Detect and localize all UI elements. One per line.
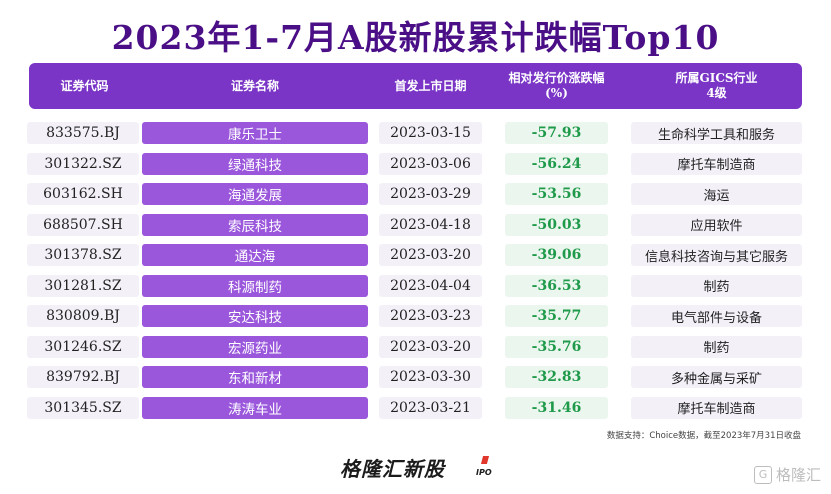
table-row: 301322.SZ 绿通科技 2023-03-06 -56.24 摩托车制造商 (0, 152, 831, 175)
brand-logo: 格隆汇新股 (340, 457, 445, 481)
header-change: 相对发行价涨跌幅 (%) (508, 71, 605, 100)
industry-cell: 应用软件 (631, 213, 802, 236)
change-cell: -36.53 (505, 274, 608, 297)
table-row: 839792.BJ 东和新材 2023-03-30 -32.83 多种金属与采矿 (0, 366, 831, 388)
change-cell: -57.93 (505, 122, 608, 144)
industry-cell: 多种金属与采矿 (631, 366, 802, 388)
code-cell: 301246.SZ (27, 335, 139, 358)
date-cell: 2023-04-18 (379, 213, 482, 236)
code-cell: 603162.SH (27, 183, 139, 205)
watermark: G 格隆汇 (753, 464, 821, 485)
code-cell: 301281.SZ (27, 274, 139, 297)
brand-accent-icon (480, 456, 490, 464)
code-cell: 839792.BJ (27, 366, 139, 388)
name-cell: 绿通科技 (142, 152, 368, 175)
change-cell: -35.77 (505, 305, 608, 327)
table-row: 830809.BJ 安达科技 2023-03-23 -35.77 电气部件与设备 (0, 305, 831, 327)
date-cell: 2023-03-20 (379, 335, 482, 358)
table-header: 证券代码 证券名称 首发上市日期 相对发行价涨跌幅 (%) 所属GICS行业 4… (29, 63, 802, 109)
name-cell: 索辰科技 (142, 213, 368, 236)
date-cell: 2023-03-21 (379, 396, 482, 419)
watermark-logo-icon: G (753, 465, 772, 484)
table-row: 301378.SZ 通达海 2023-03-20 -39.06 信息科技咨询与其… (0, 244, 831, 266)
name-cell: 宏源药业 (142, 335, 368, 358)
name-cell: 通达海 (142, 244, 368, 266)
change-cell: -39.06 (505, 244, 608, 266)
table-row: 603162.SH 海通发展 2023-03-29 -53.56 海运 (0, 183, 831, 205)
header-industry: 所属GICS行业 4级 (675, 71, 758, 100)
date-cell: 2023-04-04 (379, 274, 482, 297)
header-date: 首发上市日期 (394, 78, 467, 93)
brand-tag: IPO (476, 468, 492, 477)
industry-cell: 摩托车制造商 (631, 396, 802, 419)
table-row: 688507.SH 索辰科技 2023-04-18 -50.03 应用软件 (0, 213, 831, 236)
industry-cell: 海运 (631, 183, 802, 205)
name-cell: 东和新材 (142, 366, 368, 388)
name-cell: 康乐卫士 (142, 122, 368, 144)
change-cell: -53.56 (505, 183, 608, 205)
industry-cell: 信息科技咨询与其它服务 (631, 244, 802, 266)
date-cell: 2023-03-06 (379, 152, 482, 175)
name-cell: 涛涛车业 (142, 396, 368, 419)
name-cell: 海通发展 (142, 183, 368, 205)
change-cell: -50.03 (505, 213, 608, 236)
industry-cell: 制药 (631, 335, 802, 358)
code-cell: 301345.SZ (27, 396, 139, 419)
code-cell: 301378.SZ (27, 244, 139, 266)
date-cell: 2023-03-29 (379, 183, 482, 205)
date-cell: 2023-03-15 (379, 122, 482, 144)
date-cell: 2023-03-20 (379, 244, 482, 266)
change-cell: -35.76 (505, 335, 608, 358)
change-cell: -56.24 (505, 152, 608, 175)
change-cell: -32.83 (505, 366, 608, 388)
header-code: 证券代码 (60, 78, 109, 93)
code-cell: 833575.BJ (27, 122, 139, 144)
code-cell: 688507.SH (27, 213, 139, 236)
change-cell: -31.46 (505, 396, 608, 419)
name-cell: 安达科技 (142, 305, 368, 327)
source-note: 数据支持：Choice数据，截至2023年7月31日收盘 (606, 431, 801, 441)
industry-cell: 摩托车制造商 (631, 152, 802, 175)
date-cell: 2023-03-23 (379, 305, 482, 327)
code-cell: 830809.BJ (27, 305, 139, 327)
page-title: 2023年1-7月A股新股累计跌幅Top10 (111, 18, 720, 57)
table-row: 301246.SZ 宏源药业 2023-03-20 -35.76 制药 (0, 335, 831, 358)
table-row: 833575.BJ 康乐卫士 2023-03-15 -57.93 生命科学工具和… (0, 122, 831, 144)
table-row: 301281.SZ 科源制药 2023-04-04 -36.53 制药 (0, 274, 831, 297)
date-cell: 2023-03-30 (379, 366, 482, 388)
table-row: 301345.SZ 涛涛车业 2023-03-21 -31.46 摩托车制造商 (0, 396, 831, 419)
industry-cell: 电气部件与设备 (631, 305, 802, 327)
header-name: 证券名称 (230, 78, 279, 93)
code-cell: 301322.SZ (27, 152, 139, 175)
industry-cell: 生命科学工具和服务 (631, 122, 802, 144)
name-cell: 科源制药 (142, 274, 368, 297)
industry-cell: 制药 (631, 274, 802, 297)
watermark-text: 格隆汇 (775, 466, 821, 484)
